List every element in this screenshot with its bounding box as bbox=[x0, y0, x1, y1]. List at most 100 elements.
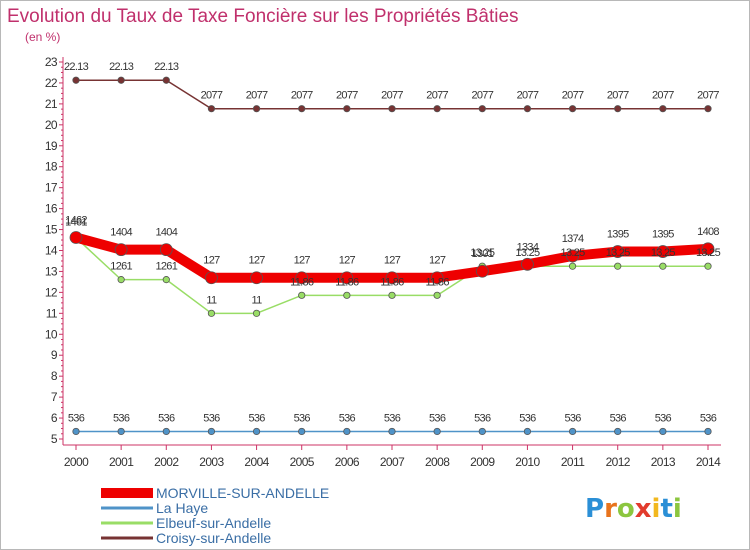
legend-swatch-la-haye bbox=[101, 506, 153, 510]
data-point-elbeuf bbox=[252, 309, 261, 317]
data-point-la-haye bbox=[478, 427, 486, 436]
data-point-la-haye bbox=[659, 427, 667, 436]
data-label-croisy: 2077 bbox=[381, 90, 403, 102]
data-label-elbeuf: 1261 bbox=[110, 261, 132, 273]
data-label-elbeuf: 11.86 bbox=[426, 276, 450, 288]
data-point-la-haye bbox=[433, 427, 441, 436]
data-label-morville: 1404 bbox=[110, 227, 132, 239]
data-label-morville: 1334 bbox=[517, 241, 539, 253]
data-point-morville bbox=[159, 243, 173, 257]
data-point-croisy bbox=[343, 105, 351, 113]
data-label-la-haye: 536 bbox=[339, 412, 356, 424]
legend-label-croisy: Croisy-sur-Andelle bbox=[156, 530, 271, 546]
y-tick-label: 23 bbox=[45, 55, 58, 69]
data-point-elbeuf bbox=[659, 262, 667, 270]
y-tick-label: 8 bbox=[51, 369, 58, 383]
data-point-la-haye bbox=[162, 427, 170, 436]
data-point-elbeuf bbox=[433, 291, 441, 299]
data-point-elbeuf bbox=[614, 262, 622, 270]
series-layer bbox=[69, 76, 715, 436]
data-label-croisy: 2077 bbox=[426, 90, 448, 102]
data-point-croisy bbox=[207, 105, 216, 113]
data-label-la-haye: 536 bbox=[384, 412, 401, 424]
data-label-morville: 127 bbox=[203, 255, 220, 267]
x-tick-label: 2003 bbox=[199, 455, 224, 469]
data-label-elbeuf: 1261 bbox=[155, 261, 177, 273]
x-tick-label: 2009 bbox=[470, 455, 495, 469]
data-label-croisy: 2077 bbox=[697, 90, 719, 102]
data-point-la-haye bbox=[388, 427, 396, 436]
data-point-croisy bbox=[252, 105, 261, 113]
x-tick-label: 2012 bbox=[606, 455, 631, 469]
data-label-elbeuf: 13.25 bbox=[651, 247, 676, 259]
x-tick-label: 2006 bbox=[335, 455, 360, 469]
data-label-croisy: 2077 bbox=[562, 90, 584, 102]
y-tick-label: 6 bbox=[51, 411, 58, 425]
data-point-morville bbox=[114, 243, 128, 257]
data-point-la-haye bbox=[343, 427, 351, 436]
data-point-morville bbox=[701, 242, 715, 256]
data-label-elbeuf: 1461 bbox=[65, 217, 87, 229]
data-point-croisy bbox=[298, 105, 306, 113]
data-point-la-haye bbox=[614, 427, 622, 436]
data-label-elbeuf: 11.86 bbox=[380, 276, 404, 288]
brand-logo-text: Proxiti bbox=[585, 494, 682, 524]
data-point-morville bbox=[205, 271, 218, 285]
data-point-morville bbox=[656, 245, 670, 258]
data-label-la-haye: 536 bbox=[248, 412, 265, 424]
y-tick-label: 13 bbox=[45, 264, 58, 278]
data-point-croisy bbox=[433, 105, 441, 113]
data-label-morville: 127 bbox=[339, 255, 356, 267]
data-label-la-haye: 536 bbox=[294, 412, 311, 424]
data-point-croisy bbox=[162, 76, 170, 84]
data-label-croisy: 22.13 bbox=[109, 61, 134, 73]
chart-title: Evolution du Taux de Taxe Foncière sur l… bbox=[7, 6, 519, 27]
data-label-morville: 127 bbox=[429, 255, 446, 267]
x-tick-label: 2001 bbox=[109, 455, 134, 469]
data-label-morville: 127 bbox=[294, 255, 311, 267]
data-point-la-haye bbox=[523, 427, 532, 436]
data-label-la-haye: 536 bbox=[700, 412, 717, 424]
data-label-croisy: 22.13 bbox=[154, 61, 179, 73]
x-tick-label: 2010 bbox=[515, 455, 540, 469]
x-tick-label: 2013 bbox=[651, 455, 676, 469]
y-tick-label: 16 bbox=[45, 202, 58, 216]
data-label-elbeuf: 13.25 bbox=[470, 247, 495, 259]
y-tick-label: 11 bbox=[46, 306, 58, 320]
data-point-la-haye bbox=[568, 427, 577, 436]
data-label-elbeuf: 11.86 bbox=[335, 276, 359, 288]
data-label-croisy: 2077 bbox=[652, 90, 674, 102]
data-label-croisy: 2077 bbox=[607, 90, 629, 102]
data-label-croisy: 2077 bbox=[246, 90, 268, 102]
data-label-elbeuf: 13.25 bbox=[696, 247, 721, 259]
data-label-la-haye: 536 bbox=[474, 412, 491, 424]
x-tick-label: 2008 bbox=[425, 455, 450, 469]
y-tick-label: 15 bbox=[45, 223, 58, 237]
data-label-morville: 1395 bbox=[607, 229, 629, 241]
y-tick-label: 12 bbox=[45, 285, 58, 299]
data-label-la-haye: 536 bbox=[429, 412, 446, 424]
data-label-croisy: 2077 bbox=[471, 90, 493, 102]
legend-label-elbeuf: Elbeuf-sur-Andelle bbox=[156, 515, 271, 531]
legend-label-morville: MORVILLE-SUR-ANDELLE bbox=[156, 485, 329, 501]
legend-swatch-morville bbox=[101, 488, 153, 498]
data-label-croisy: 2077 bbox=[517, 90, 539, 102]
data-point-elbeuf bbox=[162, 276, 170, 284]
data-label-elbeuf: 11 bbox=[252, 294, 263, 306]
y-tick-label: 9 bbox=[51, 348, 58, 362]
data-point-la-haye bbox=[298, 427, 306, 436]
data-point-croisy bbox=[478, 105, 486, 113]
legend-swatch-elbeuf bbox=[101, 521, 153, 525]
y-tick-label: 5 bbox=[51, 432, 58, 446]
legend-label-la-haye: La Haye bbox=[156, 500, 208, 516]
data-label-la-haye: 536 bbox=[519, 412, 536, 424]
data-point-elbeuf bbox=[207, 309, 216, 317]
data-point-elbeuf bbox=[343, 291, 351, 299]
y-tick-label: 20 bbox=[45, 118, 58, 132]
data-labels-layer: 22.13 22.13 22.13 2077 2077 2077 2077 2077 2077 2… bbox=[64, 61, 721, 424]
data-point-la-haye bbox=[207, 427, 216, 436]
data-label-morville: 127 bbox=[384, 255, 401, 267]
